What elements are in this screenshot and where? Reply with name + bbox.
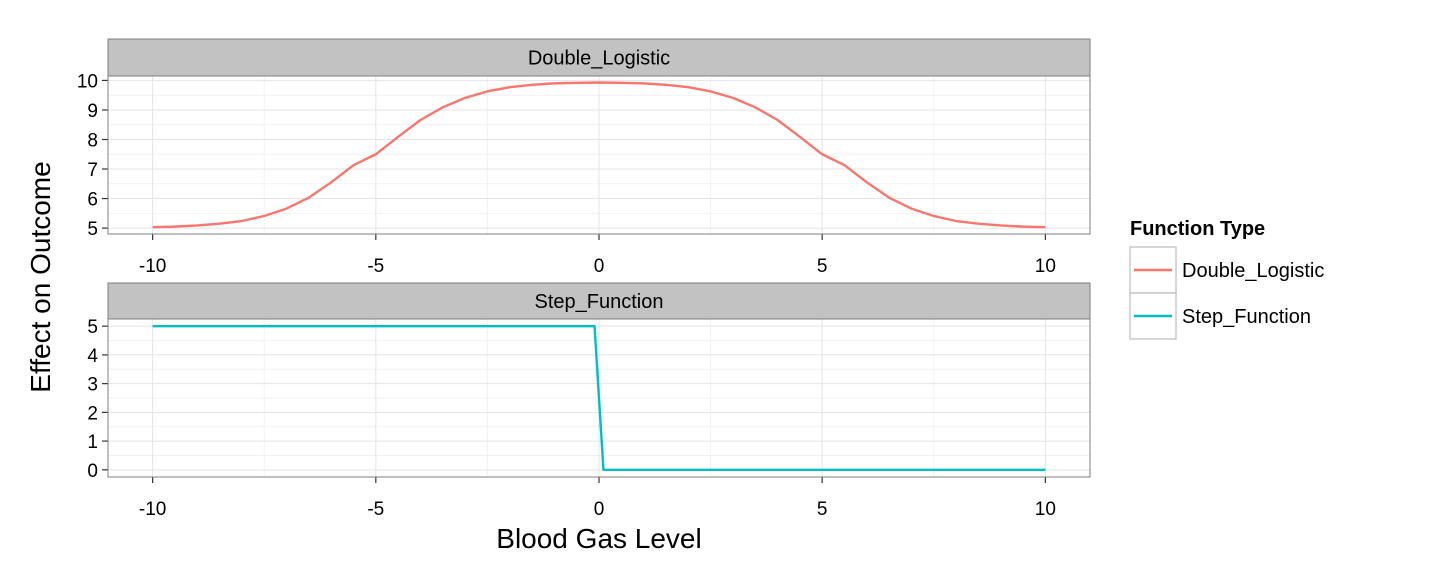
x-tick-label: 0 [594,499,605,520]
facet-strip [107,38,1091,77]
facet-strip-label: Step_Function [535,291,664,313]
y-tick-label: 8 [87,130,98,151]
x-axis-title: Blood Gas Level [496,523,701,554]
y-tick-label: 5 [87,219,98,240]
y-axis-title: Effect on Outcome [25,161,56,392]
panel-border [107,318,1091,478]
y-tick-label: 4 [87,346,98,367]
y-tick-label: 0 [87,461,98,482]
y-tick-label: 2 [87,403,98,424]
y-tick-label: 1 [87,432,98,453]
legend-label: Step_Function [1182,306,1311,328]
x-tick-label: 10 [1035,256,1056,277]
x-tick-label: 0 [594,256,605,277]
x-tick-label: 5 [817,256,828,277]
y-tick-label: 9 [87,101,98,122]
x-tick-label: 10 [1035,499,1056,520]
series-line-step-function [152,324,1046,472]
y-tick-label: 6 [87,190,98,211]
y-tick-label: 10 [77,71,98,92]
y-tick-label: 3 [87,375,98,396]
facet-strip-label: Double_Logistic [528,48,670,70]
series-line-double-logistic [152,81,1046,229]
legend-title: Function Type [1130,218,1265,240]
panel-border [107,75,1091,235]
y-tick-label: 5 [87,317,98,338]
x-tick-label: -10 [139,499,166,520]
x-tick-label: -5 [367,499,384,520]
x-tick-label: 5 [817,499,828,520]
legend-label: Double_Logistic [1182,260,1324,282]
y-tick-label: 7 [87,160,98,181]
x-tick-label: -5 [367,256,384,277]
x-tick-label: -10 [139,256,166,277]
